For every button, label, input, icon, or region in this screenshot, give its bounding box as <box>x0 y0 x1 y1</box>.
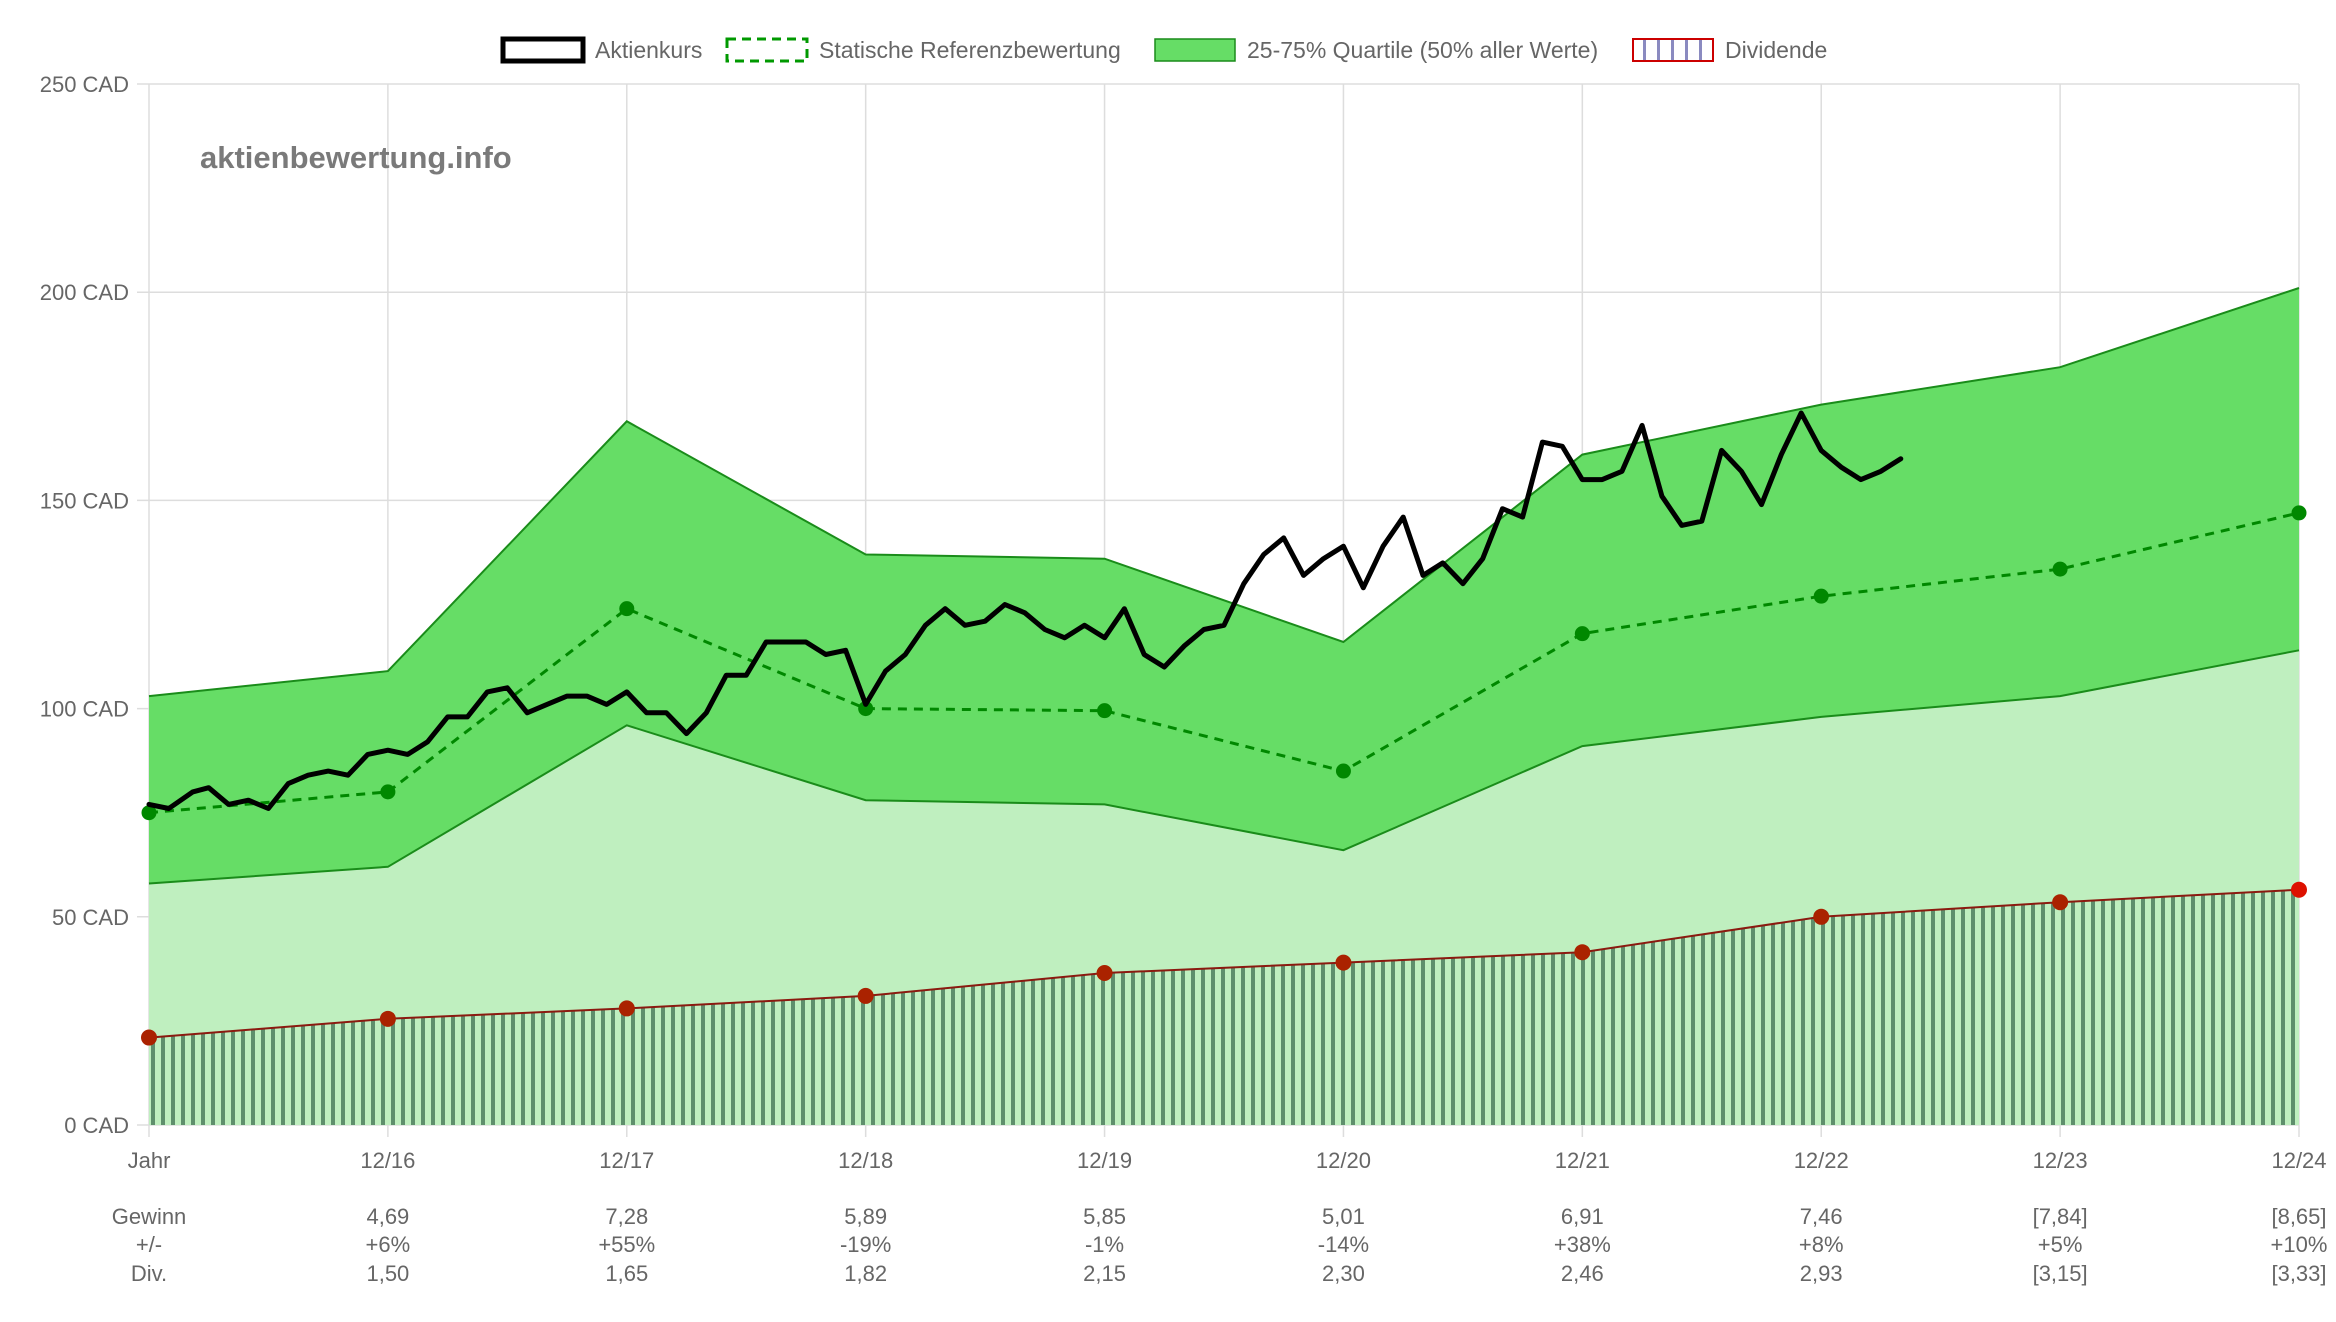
dividend-point <box>1574 944 1591 961</box>
table-cell-gewinn: 7,46 <box>1800 1204 1843 1229</box>
y-tick-label: 250 CAD <box>40 72 129 97</box>
x-tick-label: 12/17 <box>599 1148 654 1173</box>
table-cell-change: -14% <box>1318 1232 1369 1257</box>
reference-point <box>858 701 874 717</box>
reference-point <box>2291 505 2307 521</box>
table-cell-change: +5% <box>2038 1232 2083 1257</box>
quartile-upper-line <box>148 287 2300 698</box>
dividend-point <box>2052 894 2069 911</box>
x-tick-label: 12/18 <box>838 1148 893 1173</box>
table-cell-div: [3,33] <box>2271 1261 2326 1286</box>
x-tick-label: 12/20 <box>1316 1148 1371 1173</box>
table-cell-div: 2,93 <box>1800 1261 1843 1286</box>
dividend-point <box>618 1000 635 1017</box>
reference-point <box>380 784 396 800</box>
reference-series <box>141 505 2307 821</box>
x-tick-label: 12/21 <box>1555 1148 1610 1173</box>
reference-point <box>1813 588 1829 604</box>
y-tick-label: 200 CAD <box>40 280 129 305</box>
legend-swatch-price <box>500 36 586 64</box>
axes: 0 CAD 50 CAD 100 CAD 150 CAD 200 CAD 250 CAD J… <box>40 72 2327 1173</box>
table-cell-div: 1,50 <box>366 1261 409 1286</box>
table-row-label: Div. <box>131 1261 167 1286</box>
legend-label: Dividende <box>1725 37 1827 63</box>
table-cell-div: [3,15] <box>2033 1261 2088 1286</box>
y-tick-label: 0 CAD <box>64 1113 129 1138</box>
table-cell-change: +55% <box>598 1232 655 1257</box>
reference-point <box>141 805 157 821</box>
y-tick-label: 150 CAD <box>40 488 129 513</box>
dividend-point <box>1813 908 1830 925</box>
table-cell-gewinn: 5,89 <box>844 1204 887 1229</box>
table-cell-div: 2,46 <box>1561 1261 1604 1286</box>
x-tick-label: Jahr <box>128 1148 171 1173</box>
table-cell-gewinn: [8,65] <box>2271 1204 2326 1229</box>
reference-point <box>2052 561 2068 577</box>
reference-point <box>619 601 635 617</box>
x-tick-label: 12/23 <box>2033 1148 2088 1173</box>
earnings-table: Gewinn +/- Div. 4,69 +6% 1,50 7,28 +55% 1,65 5,89… <box>112 1204 2328 1286</box>
legend-label: Aktienkurs <box>595 37 702 63</box>
price-series <box>146 410 1904 811</box>
table-cell-gewinn: 4,69 <box>366 1204 409 1229</box>
table-cell-change: -1% <box>1085 1232 1124 1257</box>
dividend-point <box>1096 965 1113 982</box>
reference-point <box>1097 703 1113 719</box>
legend-item: Aktienkurs <box>500 36 702 64</box>
legend-label: Statische Referenzbewertung <box>819 37 1121 63</box>
reference-point <box>1335 763 1351 779</box>
legend-item: Dividende <box>1632 37 1827 63</box>
dividend-point <box>857 987 874 1004</box>
table-cell-change: +6% <box>366 1232 411 1257</box>
table-cell-div: 1,65 <box>605 1261 648 1286</box>
legend-item: Statische Referenzbewertung <box>725 37 1121 63</box>
legend-swatch-dividend <box>1632 38 1714 62</box>
table-cell-gewinn: 6,91 <box>1561 1204 1604 1229</box>
quartile-lower-line <box>148 649 2300 885</box>
x-tick-label: 12/22 <box>1794 1148 1849 1173</box>
legend-item: 25-75% Quartile (50% aller Werte) <box>1154 37 1598 63</box>
table-cell-div: 2,30 <box>1322 1261 1365 1286</box>
reference-line <box>148 511 2300 815</box>
table-cell-gewinn: 5,85 <box>1083 1204 1126 1229</box>
table-cell-div: 2,15 <box>1083 1261 1126 1286</box>
table-cell-change: -19% <box>840 1232 891 1257</box>
table-row-label: Gewinn <box>112 1204 187 1229</box>
y-tick-label: 100 CAD <box>40 697 129 722</box>
table-cell-div: 1,82 <box>844 1261 887 1286</box>
dividend-point <box>2291 881 2307 898</box>
y-tick-label: 50 CAD <box>52 905 129 930</box>
dividend-series <box>141 881 2307 1125</box>
watermark: aktienbewertung.info <box>200 140 512 175</box>
legend-swatch-reference <box>725 37 809 63</box>
legend-swatch-quartile <box>1154 38 1236 62</box>
table-cell-change: +10% <box>2271 1232 2328 1257</box>
legend-label: 25-75% Quartile (50% aller Werte) <box>1247 37 1598 63</box>
dividend-point <box>379 1010 396 1027</box>
reference-point <box>1574 626 1590 642</box>
price-line <box>146 410 1904 811</box>
table-cell-change: +8% <box>1799 1232 1844 1257</box>
dividend-area <box>149 889 2299 1125</box>
dividend-point <box>141 1029 157 1046</box>
x-tick-label: 12/16 <box>360 1148 415 1173</box>
dividend-line <box>148 888 2300 1039</box>
table-row-label: +/- <box>136 1232 162 1257</box>
x-tick-label: 12/19 <box>1077 1148 1132 1173</box>
table-cell-gewinn: 5,01 <box>1322 1204 1365 1229</box>
x-tick-label: 12/24 <box>2271 1148 2326 1173</box>
dividend-point <box>1335 954 1352 971</box>
table-cell-gewinn: [7,84] <box>2033 1204 2088 1229</box>
table-cell-change: +38% <box>1554 1232 1611 1257</box>
table-cell-gewinn: 7,28 <box>605 1204 648 1229</box>
legend: Aktienkurs Statische Referenzbewertung 25-… <box>500 36 1827 64</box>
